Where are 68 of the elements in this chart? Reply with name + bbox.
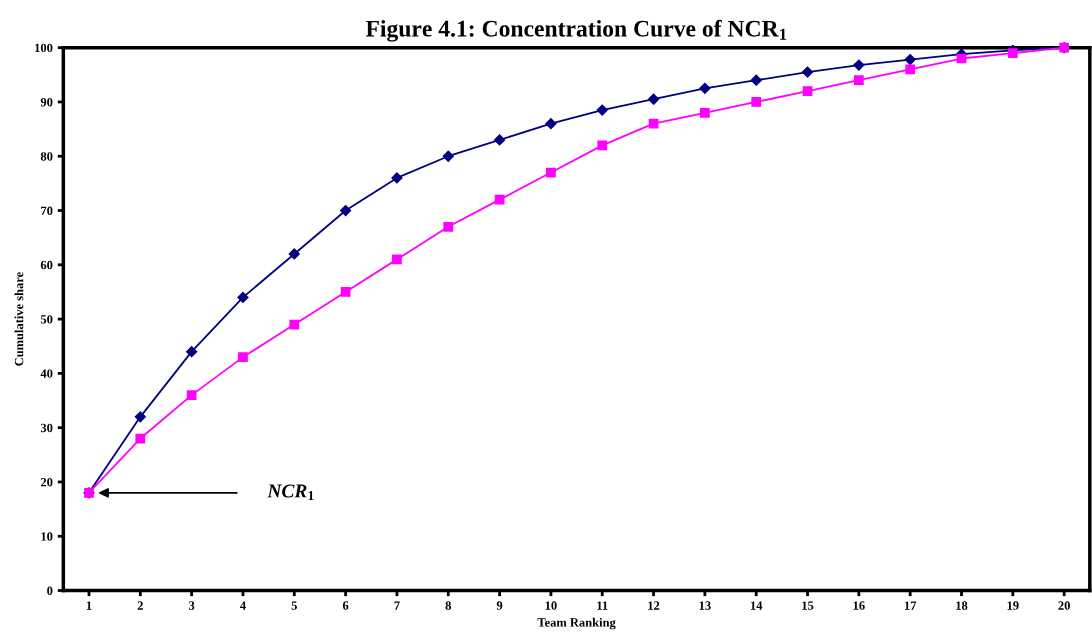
y-tick-label: 100 [35,43,53,53]
x-tick-label: 12 [648,601,660,610]
point [238,352,248,362]
x-tick-label: 10 [545,601,557,610]
x-tick-label: 19 [1007,601,1019,610]
point [237,291,249,303]
x-tick-label: 17 [904,601,917,610]
point [904,53,916,66]
x-tick-label: 9 [496,601,503,610]
x-axis-title: Team Ranking [537,617,616,630]
x-tick-label: 8 [445,601,451,610]
x-tick-label: 1 [86,601,92,610]
point [340,287,351,297]
x-tick-label: 7 [394,601,400,610]
y-tick-label: 90 [40,97,53,107]
point [750,74,762,86]
point [186,346,198,358]
y-tick-label: 10 [41,532,53,541]
point [802,86,813,96]
point [135,433,146,444]
point [546,167,556,178]
chart-title: Figure 4.1: Concentration Curve of NCR$_{1}$ [365,19,787,42]
point [801,66,814,78]
point [751,97,762,107]
annotation: NCR$_{1}$ [267,484,314,501]
point [596,104,608,116]
y-tick-label: 40 [40,369,53,378]
y-tick-label: 20 [40,477,53,487]
point [289,319,300,330]
point [1007,48,1018,58]
point [442,150,454,162]
point [391,172,403,184]
point [853,59,865,71]
x-tick-label: 14 [750,601,763,610]
x-tick-label: 3 [188,601,195,610]
x-tick-label: 16 [853,601,865,610]
y-axis-title: Cumulative share [14,272,24,366]
y-tick-label: 60 [40,260,53,270]
point [340,204,352,217]
point [700,107,710,118]
point [494,194,505,205]
x-tick-label: 6 [342,601,349,610]
x-tick-label: 2 [137,601,143,610]
point [134,411,146,423]
x-tick-label: 15 [802,601,814,610]
x-tick-label: 20 [1058,601,1070,610]
x-tick-label: 4 [240,601,246,610]
point [597,140,608,151]
point [288,248,300,260]
point [186,390,197,400]
x-tick-label: 18 [956,601,968,610]
point [545,118,557,130]
y-tick-label: 80 [40,152,53,161]
point [853,75,864,86]
point [648,118,659,129]
y-tick-label: 50 [40,315,53,324]
x-tick-label: 11 [597,601,608,610]
point [647,93,660,105]
point [392,254,402,265]
x-tick-label: 13 [699,601,711,610]
x-tick-label: 5 [291,601,297,610]
point [699,82,711,94]
point [493,134,506,146]
y-tick-label: 30 [40,423,53,433]
y-tick-label: 0 [47,586,53,596]
point [443,221,454,232]
y-tick-label: 70 [41,206,53,215]
point [905,64,916,75]
